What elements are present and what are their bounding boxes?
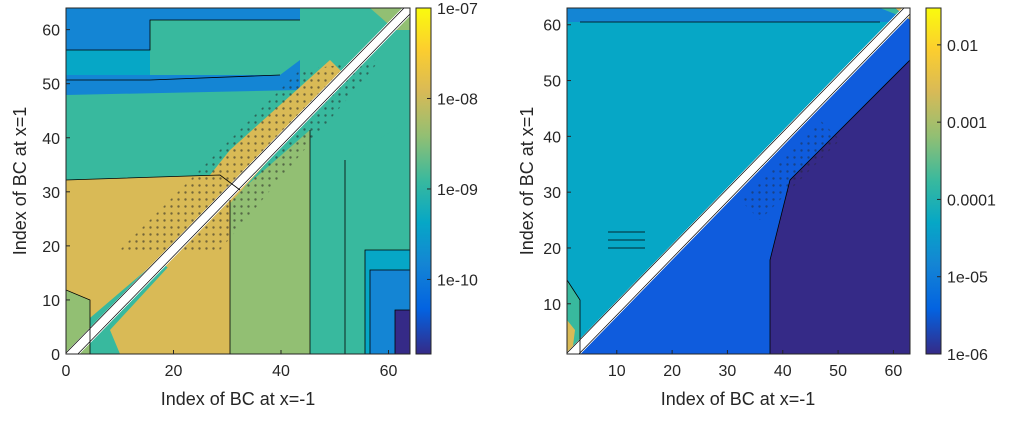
y-tick-label: 10: [42, 293, 60, 310]
plot-1: 0 20 40 60 0 10 20 30 40 50 60 Index of BC at x=-…: [10, 7, 411, 409]
colorbar-tick-label: 1e-05: [947, 270, 988, 287]
y-ticks-1: 0 10 20 30 40 50 60: [42, 23, 70, 364]
colorbar-tick-label: 1e-07: [437, 1, 478, 18]
y-tick-label: 60: [543, 18, 561, 35]
x-tick-label: 60: [885, 363, 903, 380]
y-tick-label: 50: [543, 74, 561, 91]
x-axis-label-1: Index of BC at x=-1: [161, 389, 316, 409]
colorbar-tick-label: 0.01: [947, 38, 978, 55]
axes-frame-2: [566, 7, 911, 355]
x-tick-label: 40: [272, 363, 290, 380]
colorbar-2-gradient: [925, 7, 942, 355]
x-tick-label: 40: [774, 363, 792, 380]
colorbar-2-ticks: 0.01 0.001 0.0001 1e-05 1e-06: [937, 38, 996, 364]
x-ticks-2: 10 20 30 40 50 60: [608, 350, 903, 380]
axes-frame-1: [65, 7, 411, 355]
x-tick-label: 20: [165, 363, 183, 380]
y-tick-label: 30: [543, 185, 561, 202]
contour-lines-2: [567, 21, 910, 354]
colorbar-tick-label: 0.0001: [947, 192, 996, 209]
y-tick-label: 40: [42, 131, 60, 148]
y-tick-label: 30: [42, 185, 60, 202]
contour-fill-2: [567, 8, 910, 354]
y-tick-label: 40: [543, 129, 561, 146]
x-tick-label: 0: [62, 363, 71, 380]
colorbar-tick-label: 1e-08: [437, 91, 478, 108]
x-axis-label-2: Index of BC at x=-1: [661, 389, 816, 409]
y-tick-label: 0: [51, 347, 60, 364]
colorbar-1-gradient: [415, 7, 432, 355]
x-tick-label: 10: [608, 363, 626, 380]
y-axis-label-2: Index of BC at x=1: [517, 107, 537, 256]
contour-fill-1: [66, 8, 410, 354]
x-ticks-1: 0 20 40 60: [62, 350, 398, 380]
y-tick-label: 20: [543, 241, 561, 258]
colorbar-tick-label: 1e-06: [947, 347, 988, 364]
y-tick-label: 50: [42, 77, 60, 94]
y-tick-label: 60: [42, 23, 60, 40]
colorbar-tick-label: 1e-10: [437, 272, 478, 289]
x-tick-label: 60: [380, 363, 398, 380]
y-tick-label: 10: [543, 297, 561, 314]
contour-lines-1: [66, 19, 410, 354]
x-tick-label: 20: [663, 363, 681, 380]
colorbar-tick-label: 0.001: [947, 115, 987, 132]
x-tick-label: 30: [719, 363, 737, 380]
y-axis-label-1: Index of BC at x=1: [10, 107, 30, 256]
colorbar-2: 0.01 0.001 0.0001 1e-05 1e-06: [925, 7, 996, 364]
y-ticks-2: 10 20 30 40 50 60: [543, 18, 571, 314]
x-tick-label: 50: [829, 363, 847, 380]
y-tick-label: 20: [42, 239, 60, 256]
colorbar-tick-label: 1e-09: [437, 182, 478, 199]
colorbar-1: 1e-07 1e-08 1e-09 1e-10: [415, 1, 478, 355]
colorbar-1-ticks: 1e-07 1e-08 1e-09 1e-10: [427, 1, 478, 289]
plot-2: 10 20 30 40 50 60 10 20 30 40 50 60 Index of BC at…: [517, 7, 911, 409]
